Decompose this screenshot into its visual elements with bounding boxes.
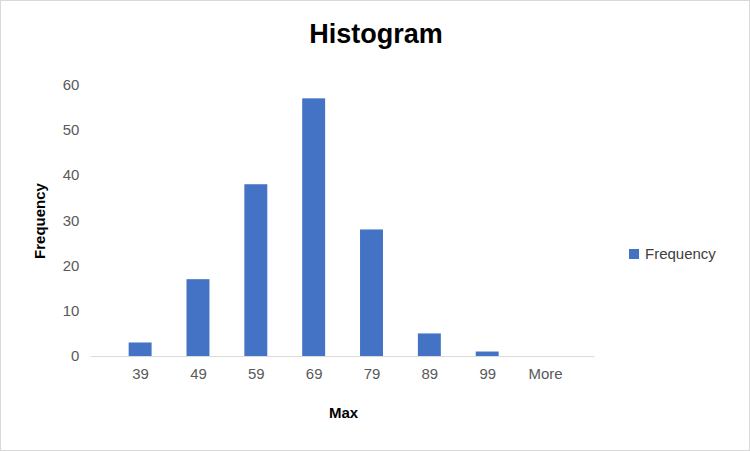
svg-text:39: 39 (132, 365, 149, 382)
html-text:Max: Max (328, 404, 359, 421)
html-text:Frequency: Frequency (645, 245, 716, 262)
svg-text:More: More (529, 365, 563, 382)
svg-text:99: 99 (479, 365, 496, 382)
svg-text:0: 0 (71, 347, 79, 364)
html-text:Frequency: Frequency (30, 183, 48, 259)
svg-text:79: 79 (364, 365, 381, 382)
svg-text:59: 59 (248, 365, 265, 382)
svg-text:60: 60 (63, 76, 80, 93)
svg-text:69: 69 (306, 365, 323, 382)
svg-text:49: 49 (190, 365, 207, 382)
html-text:Histogram: Histogram (309, 19, 443, 49)
svg-text:20: 20 (63, 257, 80, 274)
svg-text:40: 40 (63, 166, 80, 183)
svg-text:30: 30 (63, 212, 80, 229)
svg-text:89: 89 (422, 365, 439, 382)
svg-text:50: 50 (63, 121, 80, 138)
svg-text:10: 10 (63, 302, 80, 319)
